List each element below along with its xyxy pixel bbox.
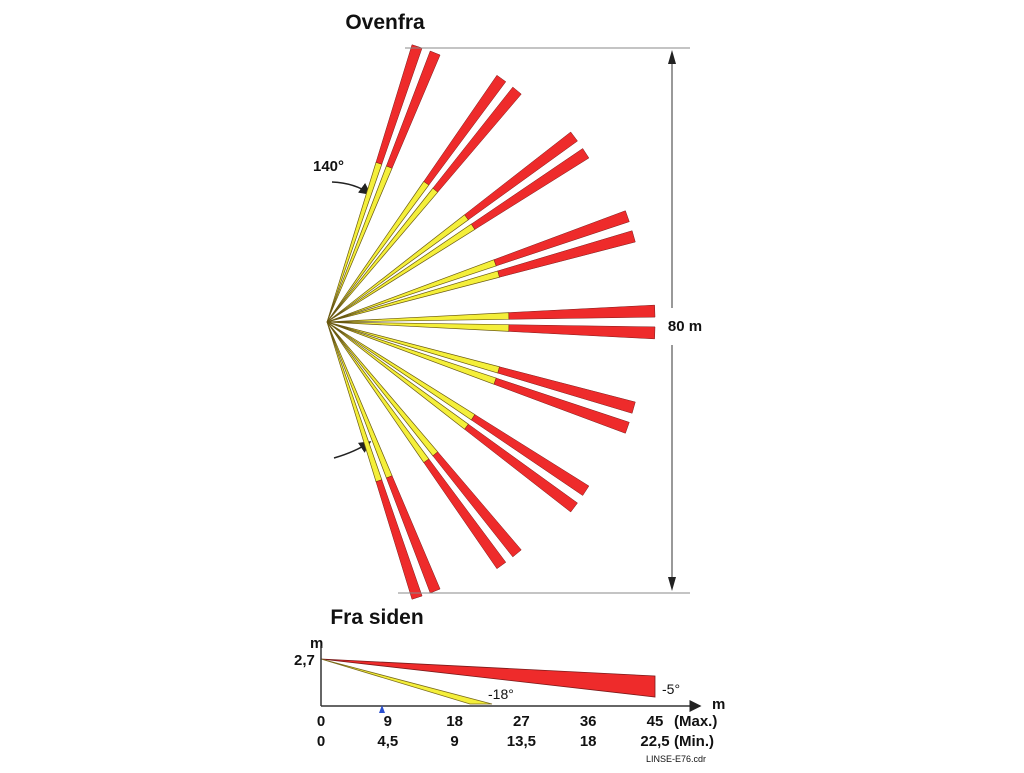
red-beam [497,366,636,414]
file-name: LINSE-E76.cdr [646,754,706,764]
tick-label: 0 [317,713,325,730]
tick-label: 9 [450,733,458,750]
range-label: 80 m [668,318,702,335]
tick-label: 4,5 [377,733,398,750]
height-label: 2,7 [294,652,315,669]
top-title: Ovenfra [345,11,425,34]
red-beam [432,86,522,193]
red-beam [464,423,578,513]
red-beam [508,324,656,340]
tick-label: 36 [580,713,597,730]
tick-label: 18 [580,733,597,750]
red-angle: -5° [662,681,680,697]
min-label: (Min.) [674,733,714,750]
yellow-angle: -18° [488,686,514,702]
y-unit: m [310,635,323,652]
red-beam [320,658,656,698]
red-beam [508,304,656,320]
red-beam [386,50,441,169]
tick-label: 18 [446,713,463,730]
red-beam [493,210,630,267]
red-beam [423,74,507,186]
yellow-beam [326,223,476,323]
yellow-beam [326,321,476,421]
yellow-beam [320,658,493,705]
marker [379,705,385,713]
red-beam [471,148,590,230]
tick-label: 9 [384,713,392,730]
angle-label: 140° [313,158,344,175]
tick-label: 22,5 [640,733,669,750]
x-unit: m [712,696,725,713]
red-beam [493,377,630,434]
tick-label: 0 [317,733,325,750]
red-beam [423,458,507,570]
tick-label: 45 [647,713,664,730]
red-beam [497,230,636,278]
tick-label: 27 [513,713,530,730]
side-title: Fra siden [330,606,423,629]
tick-label: 13,5 [507,733,536,750]
red-beam [375,479,423,600]
red-beam [464,131,578,221]
red-beam [432,451,522,558]
max-label: (Max.) [674,713,717,730]
beam-fan [326,44,656,600]
angle-arrow [331,181,372,195]
red-beam [471,414,590,496]
